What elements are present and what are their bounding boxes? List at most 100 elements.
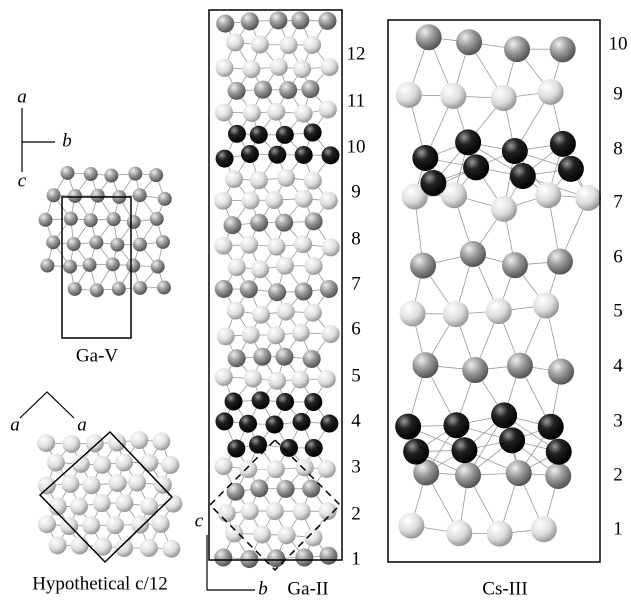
atom [268,372,286,390]
atom [455,462,481,488]
atom [227,440,245,458]
atom [140,539,158,557]
atom [244,370,262,388]
atom [250,171,268,189]
atom [319,547,337,565]
atom [278,526,296,544]
atom [107,212,121,226]
atom [38,213,52,227]
atom [126,259,140,273]
atom [224,216,242,234]
layer-label: 9 [351,181,361,202]
atom [243,104,261,122]
atom [268,146,286,164]
atom [40,259,54,273]
atom [267,549,285,567]
atom [507,353,533,379]
structure-label: Hypothetical c/12 [32,573,168,594]
atom [460,241,486,267]
atom [215,280,233,298]
atom [84,213,98,227]
atom [152,515,170,533]
atom [491,402,517,428]
atom [277,303,295,321]
atom [38,515,56,533]
atom [456,29,482,55]
atom [305,257,323,275]
atom [158,192,172,206]
atom [322,238,340,256]
atom [275,348,293,366]
atom [398,513,424,539]
atom [546,439,572,465]
axis-label: a [10,414,20,435]
atom [538,414,564,440]
axis-line [20,392,74,418]
atom [60,166,74,180]
atom [291,371,309,389]
atom [319,100,337,118]
atom [250,126,268,144]
atom [162,540,180,558]
atom [225,170,243,188]
atom [241,12,259,30]
atom [131,516,149,534]
atom [157,281,171,295]
atom [86,434,104,452]
atom [37,434,55,452]
atom [538,79,564,105]
atom [276,126,294,144]
atom [510,163,536,189]
atom [304,172,322,190]
atom [303,36,321,54]
atom [305,212,323,230]
atom [254,81,272,99]
atom [443,412,469,438]
atom [295,549,313,567]
atom [228,82,246,100]
atom [127,215,141,229]
atom [291,11,309,29]
layer-label: 5 [351,365,361,386]
atom [93,456,111,474]
atom [253,525,271,543]
atom [104,169,118,183]
atom [38,476,56,494]
layer-label: 7 [613,191,623,212]
atom [106,516,124,534]
layer-label: 4 [613,355,623,376]
atom [115,453,133,471]
atom [499,427,525,453]
atom [218,504,236,522]
atom [115,494,133,512]
atom [216,150,234,168]
layer-label: 2 [613,464,623,485]
atom [226,33,244,51]
axis-label: c [18,170,27,191]
atom [296,458,314,476]
atom [242,191,260,209]
atom [68,189,82,203]
atom [251,35,269,53]
atom [322,325,340,343]
atom [533,292,559,318]
atom [164,495,182,513]
layer-label: 2 [351,503,361,524]
atom [217,327,235,345]
atom [253,348,271,366]
layer-label: 7 [351,273,361,294]
atom [400,300,426,326]
atom [410,253,436,279]
atom [228,258,246,276]
atom [403,439,429,465]
atom [545,463,571,489]
atom [156,235,170,249]
atom [214,549,232,567]
atom [275,214,293,232]
axis-label: c [195,510,204,531]
axis-label: a [17,86,27,107]
atom [318,370,336,388]
atom [133,281,147,295]
atom [322,146,340,164]
layer-label: 11 [347,90,365,111]
